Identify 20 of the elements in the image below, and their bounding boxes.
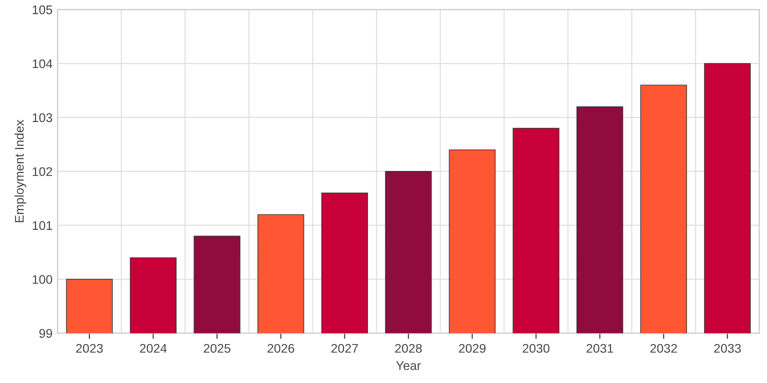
x-tick-label: 2026 — [268, 344, 294, 353]
x-tick-label: 2025 — [204, 344, 230, 353]
y-tick-label: 99 — [39, 329, 52, 338]
y-tick-label: 101 — [32, 221, 52, 230]
x-tick-label: 2029 — [458, 344, 486, 353]
x-tick-label: 2033 — [714, 344, 741, 353]
x-tick-label: 2027 — [331, 344, 358, 353]
y-tick-label: 103 — [32, 113, 52, 122]
x-tick-label: 2024 — [140, 344, 167, 353]
x-axis-title: Year — [396, 361, 421, 370]
y-tick-label: 100 — [32, 275, 52, 284]
y-tick-label: 102 — [32, 167, 52, 176]
y-tick-label: 104 — [32, 59, 52, 68]
y-tick-label: 105 — [32, 5, 52, 14]
x-tick-label: 2030 — [522, 344, 550, 353]
x-tick-label: 2031 — [586, 344, 614, 353]
x-tick-label: 2032 — [650, 344, 677, 353]
x-tick-label: 2028 — [395, 344, 422, 353]
x-tick-label: 2023 — [76, 344, 103, 353]
y-axis-title: Employment Index — [14, 120, 26, 222]
